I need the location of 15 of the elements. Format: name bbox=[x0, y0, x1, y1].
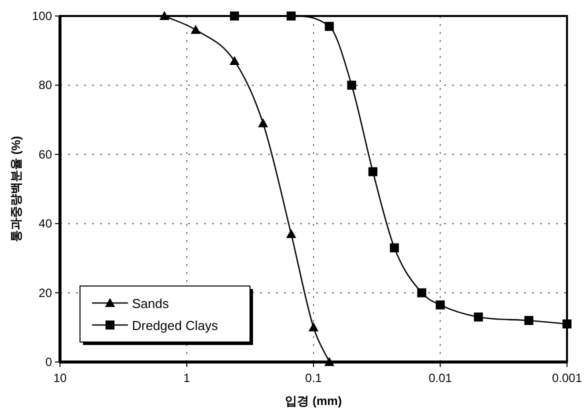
x-tick-label: 10 bbox=[53, 371, 67, 385]
x-tick-label: 0.01 bbox=[428, 371, 452, 385]
y-tick-label: 80 bbox=[38, 78, 52, 92]
y-tick-label: 20 bbox=[38, 286, 52, 300]
x-axis-title: 입경 (mm) bbox=[285, 394, 342, 408]
y-tick-label: 40 bbox=[38, 216, 52, 231]
legend-label: Dredged Clays bbox=[132, 318, 218, 333]
x-tick-label: 0.001 bbox=[552, 371, 582, 385]
legend-label: Sands bbox=[132, 296, 170, 311]
y-axis-title: 통과중량백분율 (%) bbox=[9, 136, 23, 242]
x-tick-label: 0.1 bbox=[305, 371, 322, 385]
y-tick-label: 100 bbox=[32, 9, 52, 23]
y-tick-label: 0 bbox=[45, 355, 52, 369]
x-tick-label: 1 bbox=[183, 371, 190, 385]
y-tick-label: 60 bbox=[38, 147, 52, 162]
